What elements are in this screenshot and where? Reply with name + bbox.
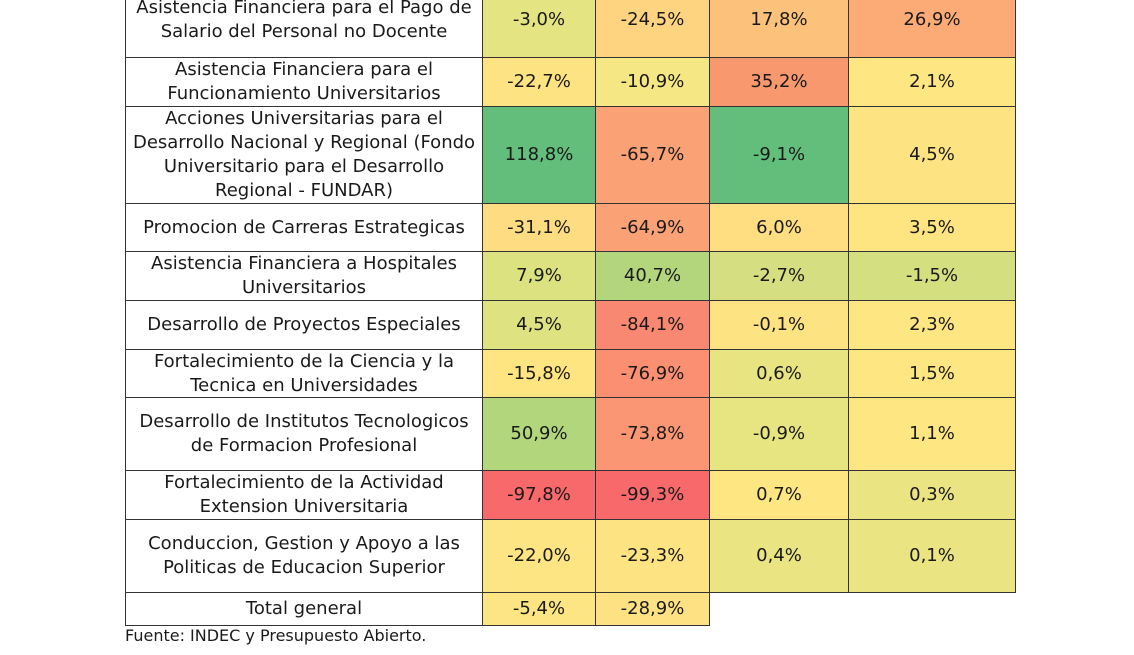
row-label: Promocion de Carreras Estrategicas (125, 204, 483, 252)
row-label: Desarrollo de Proyectos Especiales (125, 301, 483, 350)
value-cell: -65,7% (596, 107, 710, 204)
source-note: Fuente: INDEC y Presupuesto Abierto. (125, 626, 427, 645)
row-label: Fortalecimiento de la Actividad Extensio… (125, 471, 483, 520)
value-cell: -97,8% (483, 471, 596, 520)
value-cell: -28,9% (596, 593, 710, 626)
value-cell: 35,2% (710, 58, 849, 107)
data-table: Asistencia Financiera para el Pago de Sa… (125, 0, 1016, 626)
value-cell: -99,3% (596, 471, 710, 520)
value-cell: 2,1% (849, 58, 1016, 107)
value-cell: -31,1% (483, 204, 596, 252)
value-cell: -15,8% (483, 350, 596, 398)
row-label: Acciones Universitarias para el Desarrol… (125, 107, 483, 204)
value-cell: 1,5% (849, 350, 1016, 398)
table-row: Desarrollo de Proyectos Especiales 4,5% -8… (125, 301, 1016, 350)
value-cell: -10,9% (596, 58, 710, 107)
row-label: Asistencia Financiera para el Pago de Sa… (125, 0, 483, 58)
row-label: Asistencia Financiera a Hospitales Unive… (125, 252, 483, 301)
value-cell: -84,1% (596, 301, 710, 350)
value-cell: -9,1% (710, 107, 849, 204)
table-row: Asistencia Financiera para el Funcionami… (125, 58, 1016, 107)
row-label: Asistencia Financiera para el Funcionami… (125, 58, 483, 107)
value-cell: -76,9% (596, 350, 710, 398)
value-cell: 26,9% (849, 0, 1016, 58)
value-cell: 6,0% (710, 204, 849, 252)
value-cell: 0,6% (710, 350, 849, 398)
value-cell: -22,7% (483, 58, 596, 107)
value-cell: 0,1% (849, 520, 1016, 593)
value-cell: 0,7% (710, 471, 849, 520)
value-cell: -22,0% (483, 520, 596, 593)
value-cell: 3,5% (849, 204, 1016, 252)
value-cell: -23,3% (596, 520, 710, 593)
value-cell: -3,0% (483, 0, 596, 58)
row-label: Desarrollo de Institutos Tecnologicos de… (125, 398, 483, 471)
table-row: Desarrollo de Institutos Tecnologicos de… (125, 398, 1016, 471)
table-row: Fortalecimiento de la Ciencia y la Tecni… (125, 350, 1016, 398)
table-row: Fortalecimiento de la Actividad Extensio… (125, 471, 1016, 520)
value-cell: 4,5% (849, 107, 1016, 204)
total-row: Total general -5,4% -28,9% (125, 593, 1016, 626)
table-row: Asistencia Financiera a Hospitales Unive… (125, 252, 1016, 301)
row-label: Conduccion, Gestion y Apoyo a las Politi… (125, 520, 483, 593)
value-cell: 1,1% (849, 398, 1016, 471)
value-cell: 0,3% (849, 471, 1016, 520)
table-row: Promocion de Carreras Estrategicas -31,1%… (125, 204, 1016, 252)
value-cell: -64,9% (596, 204, 710, 252)
table-row: Asistencia Financiera para el Pago de Sa… (125, 0, 1016, 58)
value-cell: 40,7% (596, 252, 710, 301)
table-row: Conduccion, Gestion y Apoyo a las Politi… (125, 520, 1016, 593)
value-cell: -2,7% (710, 252, 849, 301)
row-label: Fortalecimiento de la Ciencia y la Tecni… (125, 350, 483, 398)
value-cell: 2,3% (849, 301, 1016, 350)
row-label: Total general (125, 593, 483, 626)
value-cell: -0,1% (710, 301, 849, 350)
value-cell: 4,5% (483, 301, 596, 350)
value-cell: 118,8% (483, 107, 596, 204)
value-cell: 0,4% (710, 520, 849, 593)
value-cell: -0,9% (710, 398, 849, 471)
value-cell: 7,9% (483, 252, 596, 301)
value-cell: -5,4% (483, 593, 596, 626)
value-cell: 50,9% (483, 398, 596, 471)
value-cell: 17,8% (710, 0, 849, 58)
value-cell: -24,5% (596, 0, 710, 58)
table-row: Acciones Universitarias para el Desarrol… (125, 107, 1016, 204)
value-cell: -73,8% (596, 398, 710, 471)
value-cell: -1,5% (849, 252, 1016, 301)
